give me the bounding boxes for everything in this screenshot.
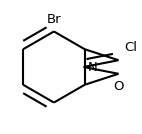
Text: O: O bbox=[113, 80, 124, 93]
Text: Br: Br bbox=[47, 13, 61, 26]
Text: N: N bbox=[88, 60, 98, 74]
Text: Cl: Cl bbox=[124, 41, 137, 54]
